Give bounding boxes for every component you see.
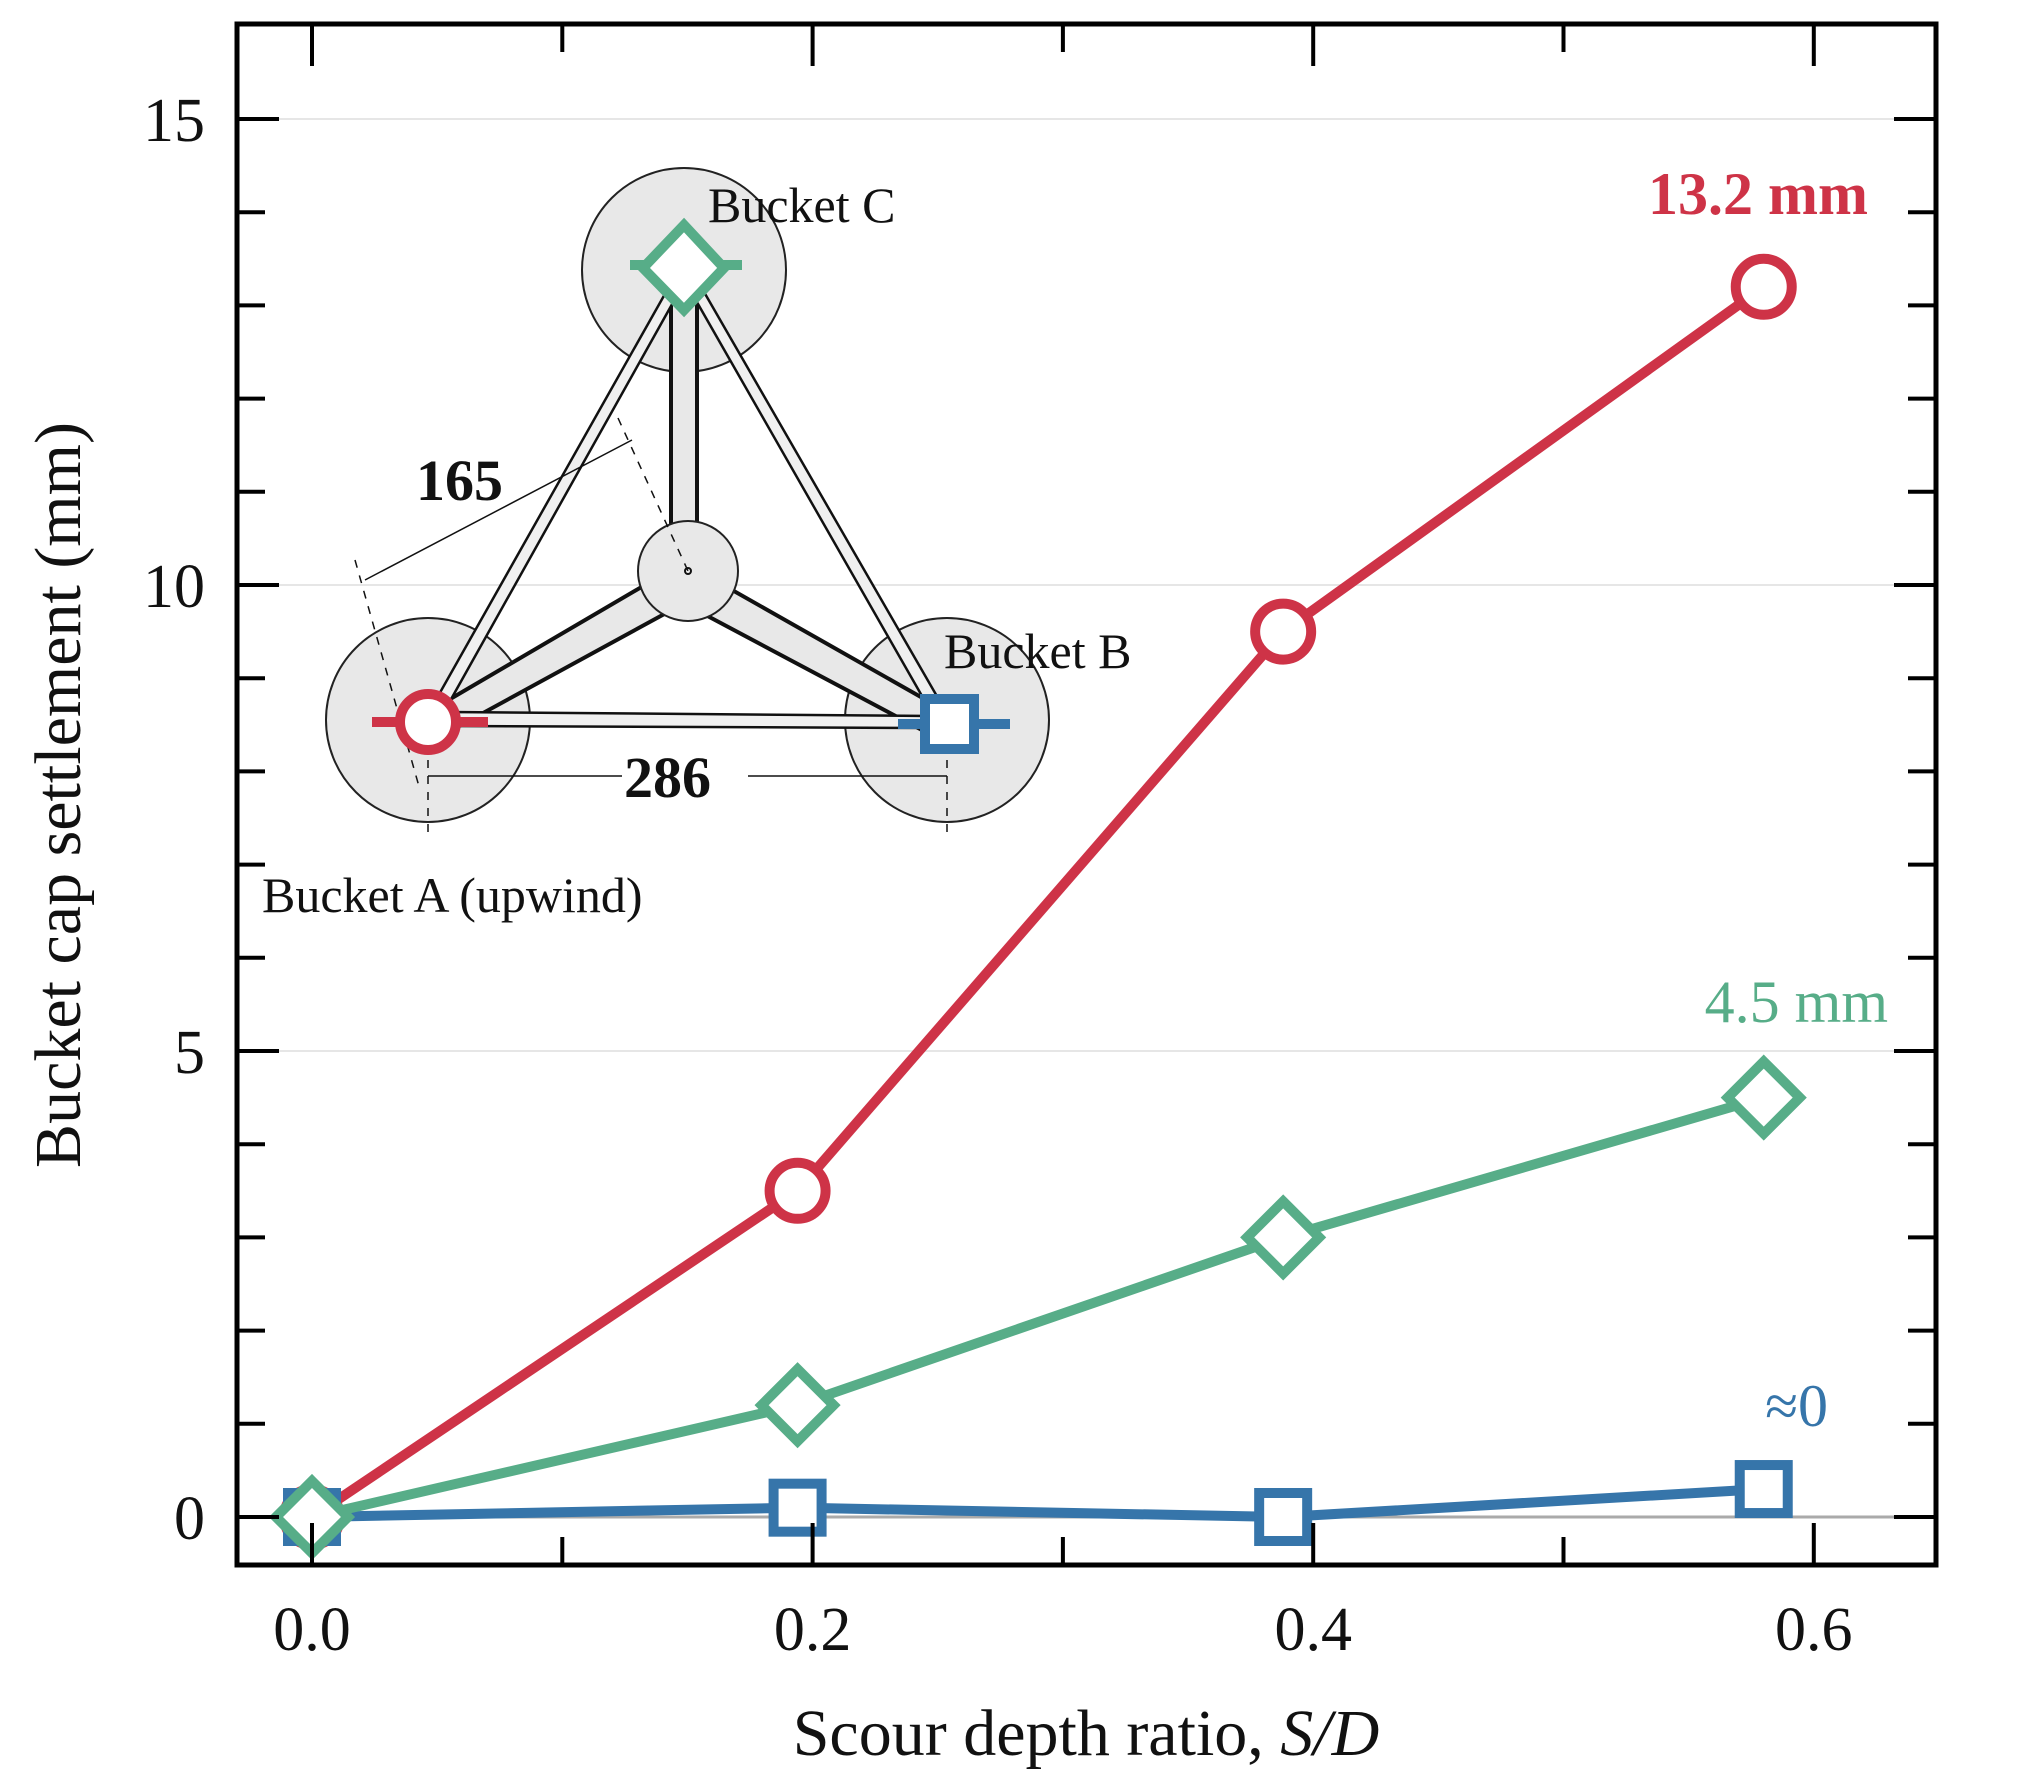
- central-column: [637, 520, 739, 622]
- inset-marker-a: [372, 689, 488, 755]
- y-tick-label: 5: [174, 1019, 205, 1087]
- data-point-bucket-b: [1734, 1460, 1793, 1519]
- inset-label-bucket-a: Bucket A (upwind): [262, 867, 643, 923]
- tick-labels: 0.0 0.2 0.4 0.6 0 5 10 15: [143, 87, 1853, 1664]
- y-tick-label: 10: [143, 553, 205, 621]
- central-column-center: [684, 567, 692, 575]
- axes: [234, 21, 1939, 1568]
- data-point-bucket-b: [1254, 1488, 1313, 1546]
- x-tick-label: 0.6: [1775, 1596, 1853, 1664]
- data-point-bucket-a-upwind: [1730, 253, 1797, 320]
- data-point-bucket-c: [1240, 1194, 1327, 1281]
- annotations: 13.2 mm 4.5 mm ≈0: [1648, 161, 1888, 1439]
- series-bucket-b: [283, 1460, 1793, 1546]
- inset-schematic: Bucket C Bucket B Bucket A (upwind) 165 …: [262, 167, 1131, 923]
- x-axis-title-italic: S/D: [1280, 1697, 1379, 1770]
- dim-label-286: 286: [624, 745, 711, 810]
- y-axis-title: Bucket cap settlement (mm): [22, 422, 95, 1168]
- plot-frame: [234, 21, 1939, 1568]
- annotation-bucket-c: 4.5 mm: [1705, 969, 1888, 1035]
- x-tick-label: 0.2: [774, 1596, 852, 1664]
- x-axis-title-plain: Scour depth ratio,: [793, 1697, 1281, 1770]
- data-point-bucket-c: [1720, 1054, 1807, 1141]
- data-series: [268, 253, 1807, 1561]
- brace-ab: [448, 710, 932, 730]
- annotation-bucket-b: ≈0: [1765, 1373, 1828, 1439]
- annotation-bucket-a: 13.2 mm: [1648, 161, 1868, 227]
- inset-label-bucket-c: Bucket C: [708, 177, 895, 233]
- inset-label-bucket-b: Bucket B: [944, 623, 1131, 679]
- dim-label-165: 165: [416, 448, 503, 513]
- x-tick-label: 0.4: [1274, 1596, 1352, 1664]
- inset-marker-c: [630, 217, 742, 318]
- data-point-bucket-a-upwind: [764, 1157, 831, 1224]
- dim-line-165: [364, 439, 633, 581]
- series-line-bucket-a-upwind: [309, 282, 1767, 1522]
- inset-marker-b: [898, 694, 1010, 754]
- ticks: [237, 24, 1936, 1565]
- dim-ext-165-b: [617, 417, 689, 572]
- series-line-bucket-b: [311, 1484, 1765, 1522]
- x-tick-label: 0.0: [273, 1596, 351, 1664]
- y-tick-label: 15: [143, 87, 205, 155]
- arm-c: [669, 278, 699, 537]
- series-bucket-c: [268, 1054, 1807, 1561]
- dim-ext-165-a: [354, 559, 421, 791]
- series-line-bucket-c: [310, 1092, 1766, 1522]
- x-axis-title: Scour depth ratio, S/D: [793, 1697, 1380, 1770]
- data-point-bucket-a-upwind: [1250, 598, 1317, 665]
- y-tick-label: 0: [174, 1485, 205, 1553]
- data-point-bucket-c: [754, 1362, 841, 1449]
